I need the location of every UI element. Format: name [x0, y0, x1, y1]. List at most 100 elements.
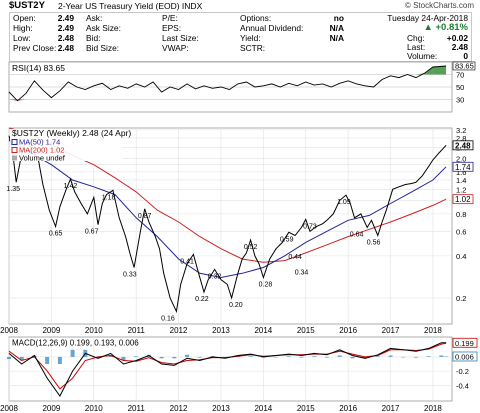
price-annotation: 0.67 [85, 229, 99, 236]
macd-histogram-bar [439, 355, 444, 357]
macd-x-tick: 2018 [424, 404, 442, 413]
quote-panel: Open: 2.49 High: 2.49 Low: 2.48 Prev Clo… [9, 12, 472, 62]
macd-histogram-bar [286, 356, 291, 357]
rsi-last-label: 83.65 [455, 61, 474, 70]
last-label: Last: [407, 42, 426, 52]
price-panel: 1.350.651.420.671.180.330.870.160.410.22… [0, 126, 474, 335]
macd-histogram-bar [45, 356, 50, 365]
price-annotation: 0.65 [49, 230, 63, 237]
source-credit: © StockCharts.com [404, 1, 474, 10]
macd-histogram-bar [324, 356, 329, 358]
price-x-tick: 2016 [339, 326, 357, 335]
chg-label: Chg: [407, 33, 425, 43]
macd-histogram-bar [19, 356, 24, 361]
price-tick-label: 1.6 [456, 168, 466, 177]
options-label: Options: [240, 13, 272, 23]
macd-x-tick: 2010 [85, 404, 103, 413]
rsi-overbought-fill [432, 65, 447, 75]
macd-histogram-bar [248, 356, 253, 357]
macd-last-box [452, 351, 478, 362]
symbol-title: $UST2Y [9, 0, 45, 11]
sctr-label: SCTR: [240, 43, 266, 53]
open-value: 2.49 [57, 13, 74, 23]
annual-dividend-label: Annual Dividend: [240, 23, 304, 33]
volume-value: 0 [463, 51, 468, 61]
yield-label: Yield: [240, 33, 261, 43]
price-annotation: 1.42 [64, 183, 78, 190]
price-annotation: 1.18 [102, 194, 116, 201]
macd-histogram-bar [134, 356, 139, 357]
macd-x-tick: 2013 [212, 404, 230, 413]
rsi-title: RSI(14) 83.65 [12, 63, 65, 73]
macd-histogram-bar [299, 356, 304, 358]
macd-histogram-bar [312, 356, 317, 357]
price-x-ticks: 2008 2009 2010 2011 2012 2013 2014 2015 2016 2017… [0, 326, 442, 335]
price-annotation: 0.28 [259, 282, 273, 289]
rsi-tick-label: 30 [456, 96, 464, 105]
last-size-label: Last Size: [162, 33, 199, 43]
price-x-tick: 2014 [254, 326, 272, 335]
price-last-box [452, 161, 474, 172]
price-annotation: 0.52 [244, 244, 258, 251]
volume-label: Volume: [407, 51, 438, 61]
price-tick-label: 0.4 [456, 252, 466, 261]
macd-histogram-bar [96, 356, 101, 359]
rsi-tick-label: 70 [456, 71, 464, 80]
macd-histogram-bar [350, 356, 355, 359]
high-label: High: [13, 23, 33, 33]
macd-last-label: 0.006 [455, 352, 474, 361]
macd-histogram-bar [70, 349, 75, 357]
rsi-grid [9, 74, 452, 100]
price-annotation: 0.16 [161, 315, 175, 322]
rsi-fill [9, 65, 447, 101]
price-annotation: 0.33 [123, 272, 137, 279]
macd-last-labels: 0.199 0.006 [452, 337, 478, 362]
price-tick-label: 2.0 [456, 154, 466, 163]
macd-x-ticks: 2008 2009 2010 2011 2012 2013 2014 2015 2016 2017… [0, 404, 442, 413]
prev-close-value: 2.48 [57, 43, 74, 53]
price-annotations: 1.35 0.65 1.42 0.67 1.18 0.33 0.87 0.16 0.41 0.22… [6, 183, 380, 322]
macd-x-tick: 2009 [42, 404, 60, 413]
macd-histogram-bar [363, 356, 368, 359]
legend-ma200: MA(200) 1.02 [19, 146, 64, 155]
macd-x-tick: 2008 [0, 404, 18, 413]
options-value: no [333, 13, 344, 23]
last-value: 2.48 [451, 42, 468, 52]
macd-histogram-bar [426, 356, 431, 357]
bid-label: Bid: [86, 33, 101, 43]
macd-x-tick: 2012 [170, 404, 188, 413]
macd-x-tick: 2011 [128, 404, 146, 413]
legend-volume: Volume undef [19, 154, 66, 163]
rsi-oversold-fill [9, 99, 18, 101]
low-value: 2.48 [57, 33, 74, 43]
open-label: Open: [13, 13, 36, 23]
legend-ma50-swatch [11, 139, 18, 145]
price-x-tick: 2015 [297, 326, 315, 335]
pe-label: P/E: [162, 13, 178, 23]
price-tick-label: 0.2 [456, 294, 466, 303]
price-annotation: 1.09 [337, 199, 351, 206]
rsi-oversold-fill [17, 99, 26, 101]
chart-header: $UST2Y 2-Year US Treasury Yield (EOD) IN… [0, 0, 480, 12]
macd-x-tick: 2015 [297, 404, 315, 413]
macd-title: MACD(12,26,9) 0.199, 0.193, 0.006 [12, 339, 139, 348]
rsi-tick-label: 50 [456, 83, 464, 92]
macd-histogram-bar [197, 356, 202, 358]
macd-histogram-bar [185, 354, 190, 357]
legend-ma200-swatch [11, 147, 18, 153]
macd-histogram-bar [7, 356, 11, 360]
price-last-box [452, 194, 474, 205]
price-annotation: 0.87 [138, 213, 152, 220]
ask-size-label: Ask Size: [86, 23, 121, 33]
price-tick-label: 0.6 [456, 227, 466, 236]
rsi-last-box [452, 61, 476, 71]
legend-volume-swatch [12, 155, 17, 161]
macd-histogram-bar [121, 356, 126, 361]
macd-histogram-bar [337, 355, 342, 357]
low-label: Low: [13, 33, 31, 43]
legend-bg [10, 129, 122, 161]
macd-frame [8, 336, 453, 402]
price-x-tick: 2013 [212, 326, 230, 335]
